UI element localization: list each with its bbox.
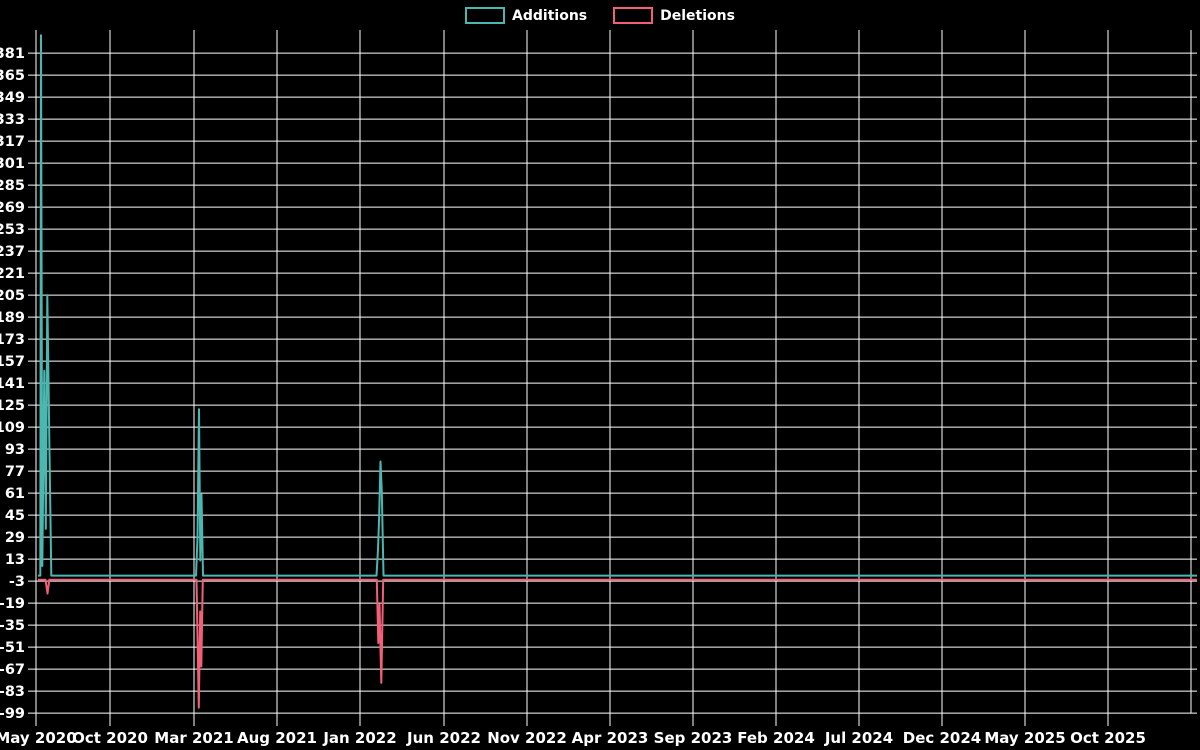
y-tick-label: 45 <box>5 508 25 524</box>
y-tick-label: -3 <box>9 574 25 590</box>
y-tick-label: -83 <box>0 684 25 700</box>
x-tick-label: Mar 2021 <box>154 729 233 747</box>
y-tick-label: 205 <box>0 288 25 304</box>
x-tick-label: Jun 2022 <box>406 729 481 747</box>
legend-label: Additions <box>512 7 588 24</box>
y-tick-label: 173 <box>0 332 25 348</box>
y-tick-label: 61 <box>5 486 25 502</box>
y-tick-label: 381 <box>0 46 25 62</box>
legend-swatch-icon <box>465 7 506 24</box>
y-tick-label: 253 <box>0 222 25 238</box>
series-line-additions <box>38 34 1197 577</box>
y-tick-label: 333 <box>0 112 25 128</box>
y-tick-label: 109 <box>0 420 25 436</box>
y-tick-label: 157 <box>0 354 25 370</box>
x-tick-label: Feb 2024 <box>737 729 815 747</box>
x-tick-label: Aug 2021 <box>237 729 317 747</box>
chart-legend: Additions Deletions <box>0 7 1200 24</box>
x-tick-label: Oct 2020 <box>72 729 148 747</box>
legend-swatch-icon <box>613 7 654 24</box>
legend-label: Deletions <box>660 7 735 24</box>
x-tick-label: Nov 2022 <box>487 729 567 747</box>
x-tick-label: May 2025 <box>984 729 1065 747</box>
y-tick-label: -99 <box>0 706 25 722</box>
y-tick-label: 317 <box>0 134 25 150</box>
y-tick-label: 189 <box>0 310 25 326</box>
y-tick-label: -67 <box>0 662 25 678</box>
y-tick-label: 269 <box>0 200 25 216</box>
y-tick-label: 93 <box>5 442 25 458</box>
y-tick-label: 365 <box>0 68 25 84</box>
y-tick-label: 221 <box>0 266 25 282</box>
legend-item-additions[interactable]: Additions <box>465 7 587 24</box>
y-tick-label: 125 <box>0 398 25 414</box>
series-line-deletions <box>38 578 1197 709</box>
y-tick-label: -51 <box>0 640 25 656</box>
x-tick-label: Apr 2023 <box>572 729 649 747</box>
x-tick-label: May 2020 <box>0 729 77 747</box>
x-tick-label: Jul 2024 <box>824 729 893 747</box>
x-tick-label: Oct 2025 <box>1070 729 1146 747</box>
y-tick-label: 285 <box>0 178 25 194</box>
y-tick-label: 77 <box>5 464 25 480</box>
y-tick-label: -19 <box>0 596 25 612</box>
x-tick-label: Dec 2024 <box>903 729 982 747</box>
y-tick-label: 13 <box>5 552 25 568</box>
y-tick-label: 349 <box>0 90 25 106</box>
y-tick-label: 237 <box>0 244 25 260</box>
y-tick-label: 301 <box>0 156 25 172</box>
y-tick-label: 141 <box>0 376 25 392</box>
y-tick-label: 29 <box>5 530 25 546</box>
x-tick-label: Jan 2022 <box>322 729 396 747</box>
x-tick-label: Sep 2023 <box>654 729 733 747</box>
legend-item-deletions[interactable]: Deletions <box>613 7 735 24</box>
y-tick-label: -35 <box>0 618 25 634</box>
